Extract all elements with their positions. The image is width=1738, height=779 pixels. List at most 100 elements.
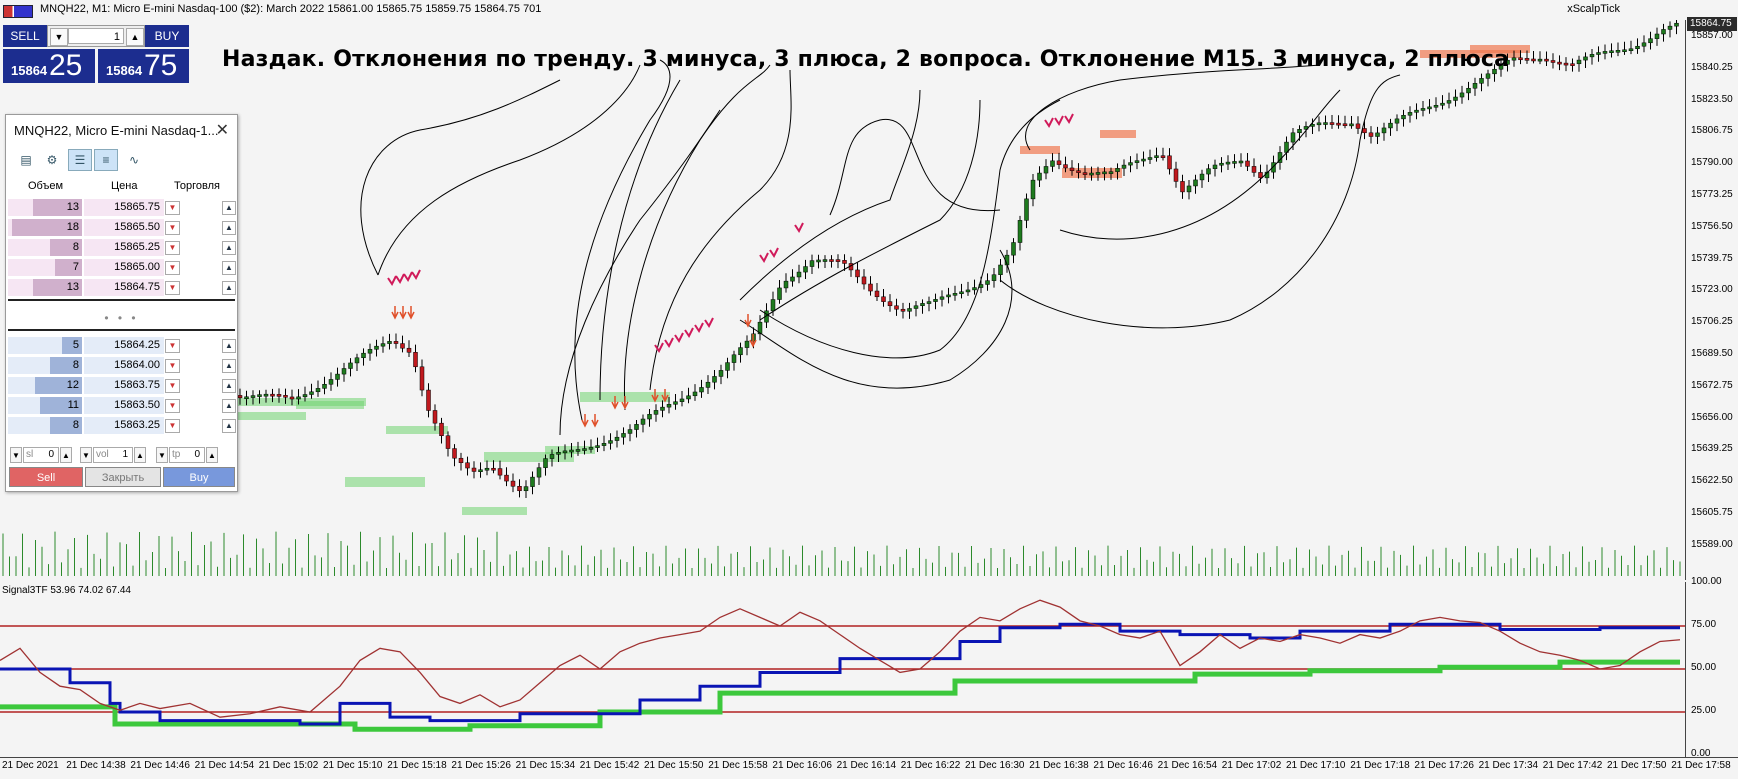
ask-price-button[interactable]: 15864 75 bbox=[98, 49, 189, 83]
resistance-zone bbox=[1420, 50, 1520, 58]
candle-body bbox=[1635, 45, 1640, 49]
candle-body bbox=[1037, 172, 1042, 181]
tp-decrease-button[interactable]: ▼ bbox=[156, 447, 168, 463]
ticks-icon[interactable]: ⚙ bbox=[46, 153, 58, 167]
sell-limit-button[interactable]: ▼ bbox=[165, 241, 180, 255]
bid-price-button[interactable]: 15864 25 bbox=[3, 49, 95, 83]
indicator-tick: 100.00 bbox=[1691, 576, 1722, 587]
candle-body bbox=[822, 259, 828, 262]
vol-input[interactable]: vol 1 bbox=[93, 447, 133, 463]
trade-cell[interactable] bbox=[180, 259, 222, 276]
trade-cell[interactable] bbox=[180, 357, 222, 374]
trade-cell[interactable] bbox=[180, 219, 222, 236]
volume-decrease-button[interactable]: ▼ bbox=[50, 28, 68, 46]
bid-row[interactable]: 12 15863.75 ▼ ▲ bbox=[8, 377, 236, 395]
sl-decrease-button[interactable]: ▼ bbox=[10, 447, 22, 463]
indicator-label: Signal3TF 53.96 74.02 67.44 bbox=[2, 585, 131, 596]
column-icon[interactable]: ≡ bbox=[94, 149, 118, 171]
buy-limit-button[interactable]: ▲ bbox=[222, 339, 236, 353]
trade-cell[interactable] bbox=[180, 377, 222, 394]
bid-volume-cell: 5 bbox=[8, 337, 82, 354]
signal3tf-indicator-pane[interactable] bbox=[0, 582, 1685, 757]
annotation-arrow bbox=[759, 99, 1061, 359]
sell-limit-button[interactable]: ▼ bbox=[165, 221, 180, 235]
sell-limit-button[interactable]: ▼ bbox=[165, 419, 180, 433]
trade-cell[interactable] bbox=[180, 239, 222, 256]
buy-limit-button[interactable]: ▲ bbox=[222, 379, 236, 393]
buy-limit-button[interactable]: ▲ bbox=[222, 281, 236, 295]
sl-input[interactable]: sl 0 bbox=[23, 447, 59, 463]
buy-limit-button[interactable]: ▲ bbox=[222, 419, 236, 433]
down-arrow bbox=[621, 396, 629, 410]
bid-row[interactable]: 5 15864.25 ▼ ▲ bbox=[8, 337, 236, 355]
time-tick: 21 Dec 16:30 bbox=[965, 760, 1025, 771]
sell-limit-button[interactable]: ▼ bbox=[165, 201, 180, 215]
time-axis[interactable]: 21 Dec 2021 21 Dec 14:38 21 Dec 14:46 21 De… bbox=[0, 757, 1738, 779]
sell-limit-button[interactable]: ▼ bbox=[165, 399, 180, 413]
trade-cell[interactable] bbox=[180, 337, 222, 354]
candle-body bbox=[738, 347, 743, 356]
tp-increase-button[interactable]: ▲ bbox=[206, 447, 218, 463]
time-tick: 21 Dec 15:50 bbox=[644, 760, 704, 771]
time-tick: 21 Dec 17:10 bbox=[1286, 760, 1346, 771]
sell-limit-button[interactable]: ▼ bbox=[165, 281, 180, 295]
buy-limit-button[interactable]: ▲ bbox=[222, 201, 236, 215]
ask-price: 15865.50 bbox=[84, 219, 164, 236]
depth-icon[interactable]: ☰ bbox=[68, 149, 92, 171]
sell-limit-button[interactable]: ▼ bbox=[165, 359, 180, 373]
buy-limit-button[interactable]: ▲ bbox=[222, 221, 236, 235]
dom-scroll-dots[interactable]: • • • bbox=[104, 311, 139, 325]
candle-body bbox=[543, 458, 548, 468]
volume-increase-button[interactable]: ▲ bbox=[126, 28, 144, 46]
sell-limit-button[interactable]: ▼ bbox=[165, 261, 180, 275]
ask-row[interactable]: 18 15865.50 ▼ ▲ bbox=[8, 219, 236, 237]
buy-button[interactable]: Buy bbox=[163, 467, 235, 487]
candle-body bbox=[1414, 109, 1419, 113]
price-axis[interactable]: 15864.75 15857.00 15840.25 15823.50 15806.7… bbox=[1685, 17, 1738, 580]
candle-body bbox=[705, 381, 711, 388]
close-position-button[interactable]: Закрыть bbox=[85, 467, 161, 487]
trade-cell[interactable] bbox=[180, 397, 222, 414]
candle-body bbox=[569, 449, 574, 453]
ask-row[interactable]: 8 15865.25 ▼ ▲ bbox=[8, 239, 236, 257]
time-tick: 21 Dec 17:02 bbox=[1221, 760, 1282, 771]
bid-row[interactable]: 11 15863.50 ▼ ▲ bbox=[8, 397, 236, 415]
candle-body bbox=[972, 287, 977, 291]
buy-limit-button[interactable]: ▲ bbox=[222, 261, 236, 275]
sell-limit-button[interactable]: ▼ bbox=[165, 339, 180, 353]
sell-limit-button[interactable]: ▼ bbox=[165, 379, 180, 393]
chart-window-icon[interactable] bbox=[3, 5, 33, 18]
buy-limit-button[interactable]: ▲ bbox=[222, 399, 236, 413]
close-icon[interactable]: ✕ bbox=[215, 122, 229, 139]
bid-row[interactable]: 8 15864.00 ▼ ▲ bbox=[8, 357, 236, 375]
candle-body bbox=[692, 391, 698, 397]
candle-body bbox=[608, 440, 613, 444]
buy-limit-button[interactable]: ▲ bbox=[222, 241, 236, 255]
trade-cell[interactable] bbox=[180, 417, 222, 434]
tp-input[interactable]: tp 0 bbox=[169, 447, 205, 463]
volume-chart-icon[interactable]: ∿ bbox=[128, 153, 140, 167]
price-chart[interactable] bbox=[0, 20, 1685, 580]
ask-row[interactable]: 13 15864.75 ▼ ▲ bbox=[8, 279, 236, 297]
candle-body bbox=[1082, 172, 1088, 175]
one-click-buy-button[interactable]: BUY bbox=[145, 25, 189, 47]
vol-decrease-button[interactable]: ▼ bbox=[80, 447, 92, 463]
ask-row[interactable]: 7 15865.00 ▼ ▲ bbox=[8, 259, 236, 277]
one-click-volume-input[interactable]: 1 bbox=[68, 28, 124, 44]
trade-cell[interactable] bbox=[180, 199, 222, 216]
ask-row[interactable]: 13 15865.75 ▼ ▲ bbox=[8, 199, 236, 217]
one-click-sell-button[interactable]: SELL bbox=[3, 25, 47, 47]
chart-view-icon[interactable]: ▤ bbox=[20, 153, 32, 167]
signal-fast-line bbox=[0, 599, 1681, 718]
vol-increase-button[interactable]: ▲ bbox=[134, 447, 146, 463]
sl-increase-button[interactable]: ▲ bbox=[60, 447, 72, 463]
time-tick: 21 Dec 15:18 bbox=[387, 760, 447, 771]
trade-cell[interactable] bbox=[180, 279, 222, 296]
buy-limit-button[interactable]: ▲ bbox=[222, 359, 236, 373]
candle-body bbox=[478, 469, 483, 473]
candle-body bbox=[1245, 160, 1250, 167]
indicator-tick: 75.00 bbox=[1691, 619, 1717, 630]
sell-button[interactable]: Sell bbox=[9, 467, 83, 487]
candle-body bbox=[842, 260, 847, 264]
bid-row[interactable]: 8 15863.25 ▼ ▲ bbox=[8, 417, 236, 435]
